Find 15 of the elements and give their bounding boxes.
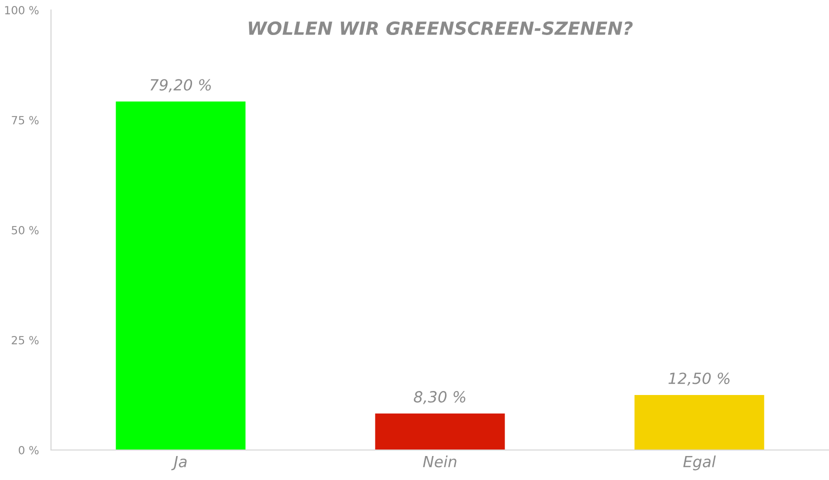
x-tick-label: Nein <box>423 456 456 468</box>
y-tick-label: 0 % <box>18 446 39 454</box>
y-tick-label: 25 % <box>12 336 39 344</box>
text: WOLLEN WIR GREENSCREEN-SZENEN? <box>248 21 633 36</box>
x-tick-label: Egal <box>683 456 716 470</box>
bar <box>375 413 505 450</box>
y-tick-label: 50 % <box>12 226 39 234</box>
y-tick-label: 100 % <box>5 6 39 14</box>
bar <box>116 102 246 450</box>
data-label: 12,50 % <box>668 372 730 386</box>
y-tick-label: 75 % <box>12 116 39 124</box>
data-label: 8,30 % <box>414 391 466 404</box>
data-label: 79,20 % <box>150 79 211 92</box>
bar <box>634 395 764 450</box>
x-tick-label: Ja <box>171 456 187 470</box>
